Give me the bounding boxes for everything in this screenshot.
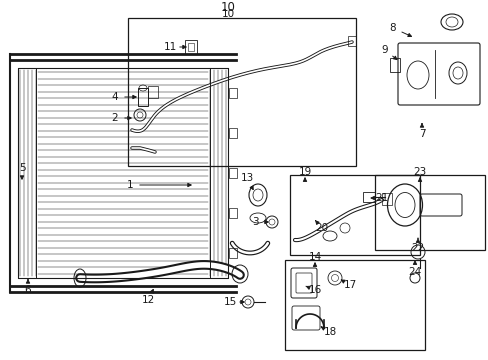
Bar [347,36,355,46]
Bar [381,193,391,205]
Bar [128,18,355,166]
Bar [362,192,374,202]
Text: 14: 14 [308,252,321,262]
Text: 4: 4 [111,92,118,102]
Bar [228,208,237,218]
Bar [148,86,158,98]
Text: 3: 3 [251,217,258,227]
Text: 20: 20 [315,223,328,233]
Text: 16: 16 [308,285,321,295]
Text: 12: 12 [141,295,154,305]
Bar [228,168,237,178]
Text: 10: 10 [221,9,234,19]
Bar [289,175,419,255]
Text: 5: 5 [19,163,25,173]
Text: 17: 17 [343,280,356,290]
Bar [228,248,237,258]
Bar [138,88,148,106]
Text: 21: 21 [375,193,388,203]
Text: 6: 6 [24,285,31,295]
Text: 1: 1 [126,180,133,190]
Bar [18,68,227,278]
Text: 23: 23 [412,167,426,177]
Bar [374,175,484,250]
Bar [228,88,237,98]
Text: 13: 13 [240,173,253,183]
Text: 22: 22 [410,243,424,253]
Text: 19: 19 [298,167,311,177]
Text: 7: 7 [418,129,425,139]
Bar [389,58,399,72]
Bar [228,128,237,138]
Text: 15: 15 [223,297,236,307]
Bar [18,68,36,278]
Text: 11: 11 [163,42,176,52]
Bar [285,260,424,350]
Text: 2: 2 [111,113,118,123]
Bar [209,68,227,278]
Text: 10: 10 [220,1,235,14]
Text: 8: 8 [389,23,395,33]
Text: 9: 9 [381,45,387,55]
Bar [184,40,197,54]
Text: 24: 24 [407,267,421,277]
Text: 18: 18 [323,327,336,337]
Bar [187,43,194,51]
